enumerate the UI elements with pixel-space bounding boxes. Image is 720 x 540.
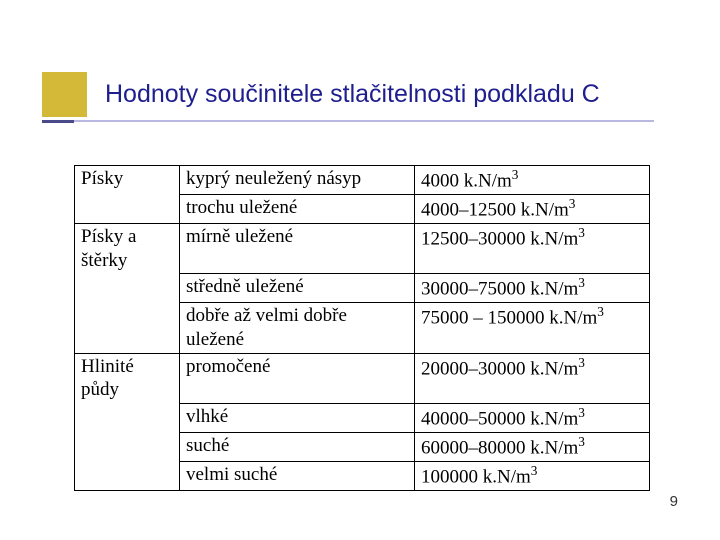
- table-row: Písky kyprý neuležený násyp 4000 k.N/m3: [75, 166, 650, 195]
- value-sup: 3: [569, 196, 576, 211]
- value-number: 12500–30000: [421, 228, 526, 249]
- category-text: Hlinité půdy: [81, 356, 134, 401]
- description-cell: vlhké: [180, 403, 415, 432]
- table-row: středně uležené 30000–75000 k.N/m3: [75, 274, 650, 303]
- page-title: Hodnoty součinitele stlačitelnosti podkl…: [105, 80, 600, 109]
- category-cell-cont: [75, 303, 180, 354]
- category-cell-cont: [75, 403, 180, 432]
- category-cell: Hlinité půdy: [75, 353, 180, 403]
- value-cell: 4000 k.N/m3: [415, 166, 650, 195]
- value-number: 75000 – 150000: [421, 308, 545, 329]
- underline-main: [74, 120, 654, 122]
- value-sup: 3: [578, 434, 585, 449]
- value-number: 4000–12500: [421, 199, 516, 220]
- table-row: trochu uležené 4000–12500 k.N/m3: [75, 195, 650, 224]
- description-cell: dobře až velmi dobře uležené: [180, 303, 415, 354]
- value-unit: k.N/m: [464, 170, 512, 191]
- coefficient-table: Písky kyprý neuležený násyp 4000 k.N/m3 …: [74, 165, 650, 491]
- value-number: 4000: [421, 170, 459, 191]
- page-number: 9: [670, 493, 678, 510]
- title-container: Hodnoty součinitele stlačitelnosti podkl…: [105, 80, 600, 109]
- category-cell: Písky a štěrky: [75, 224, 180, 274]
- value-cell: 20000–30000 k.N/m3: [415, 353, 650, 403]
- value-unit: k.N/m: [549, 308, 597, 329]
- description-cell: mírně uležené: [180, 224, 415, 274]
- category-text: Písky a štěrky: [81, 226, 136, 271]
- value-unit: k.N/m: [530, 278, 578, 299]
- value-sup: 3: [578, 275, 585, 290]
- category-text: Písky: [81, 168, 123, 189]
- value-number: 60000–80000: [421, 437, 526, 458]
- description-cell: velmi suché: [180, 461, 415, 490]
- description-cell: kyprý neuležený násyp: [180, 166, 415, 195]
- value-sup: 3: [578, 225, 585, 240]
- description-cell: středně uležené: [180, 274, 415, 303]
- value-sup: 3: [578, 405, 585, 420]
- value-unit: k.N/m: [530, 408, 578, 429]
- value-sup: 3: [578, 355, 585, 370]
- value-unit: k.N/m: [530, 228, 578, 249]
- value-number: 100000: [421, 466, 478, 487]
- value-unit: k.N/m: [530, 437, 578, 458]
- table-row: Hlinité půdy promočené 20000–30000 k.N/m…: [75, 353, 650, 403]
- accent-box: [42, 72, 87, 117]
- value-sup: 3: [597, 304, 604, 319]
- value-cell: 100000 k.N/m3: [415, 461, 650, 490]
- value-sup: 3: [531, 463, 538, 478]
- value-cell: 30000–75000 k.N/m3: [415, 274, 650, 303]
- category-cell: Písky: [75, 166, 180, 195]
- value-unit: k.N/m: [521, 199, 569, 220]
- value-cell: 40000–50000 k.N/m3: [415, 403, 650, 432]
- table-row: suché 60000–80000 k.N/m3: [75, 432, 650, 461]
- category-cell-cont: [75, 195, 180, 224]
- value-unit: k.N/m: [530, 358, 578, 379]
- description-cell: suché: [180, 432, 415, 461]
- value-cell: 75000 – 150000 k.N/m3: [415, 303, 650, 354]
- category-cell-cont: [75, 274, 180, 303]
- value-number: 40000–50000: [421, 408, 526, 429]
- value-cell: 12500–30000 k.N/m3: [415, 224, 650, 274]
- table-row: vlhké 40000–50000 k.N/m3: [75, 403, 650, 432]
- value-sup: 3: [512, 167, 519, 182]
- table-row: Písky a štěrky mírně uležené 12500–30000…: [75, 224, 650, 274]
- category-cell-cont: [75, 461, 180, 490]
- underline-accent: [42, 120, 74, 123]
- table-row: dobře až velmi dobře uležené 75000 – 150…: [75, 303, 650, 354]
- value-number: 30000–75000: [421, 278, 526, 299]
- description-cell: promočené: [180, 353, 415, 403]
- value-unit: k.N/m: [483, 466, 531, 487]
- data-table-container: Písky kyprý neuležený násyp 4000 k.N/m3 …: [74, 165, 650, 491]
- description-cell: trochu uležené: [180, 195, 415, 224]
- value-cell: 4000–12500 k.N/m3: [415, 195, 650, 224]
- value-number: 20000–30000: [421, 358, 526, 379]
- table-row: velmi suché 100000 k.N/m3: [75, 461, 650, 490]
- category-cell-cont: [75, 432, 180, 461]
- value-cell: 60000–80000 k.N/m3: [415, 432, 650, 461]
